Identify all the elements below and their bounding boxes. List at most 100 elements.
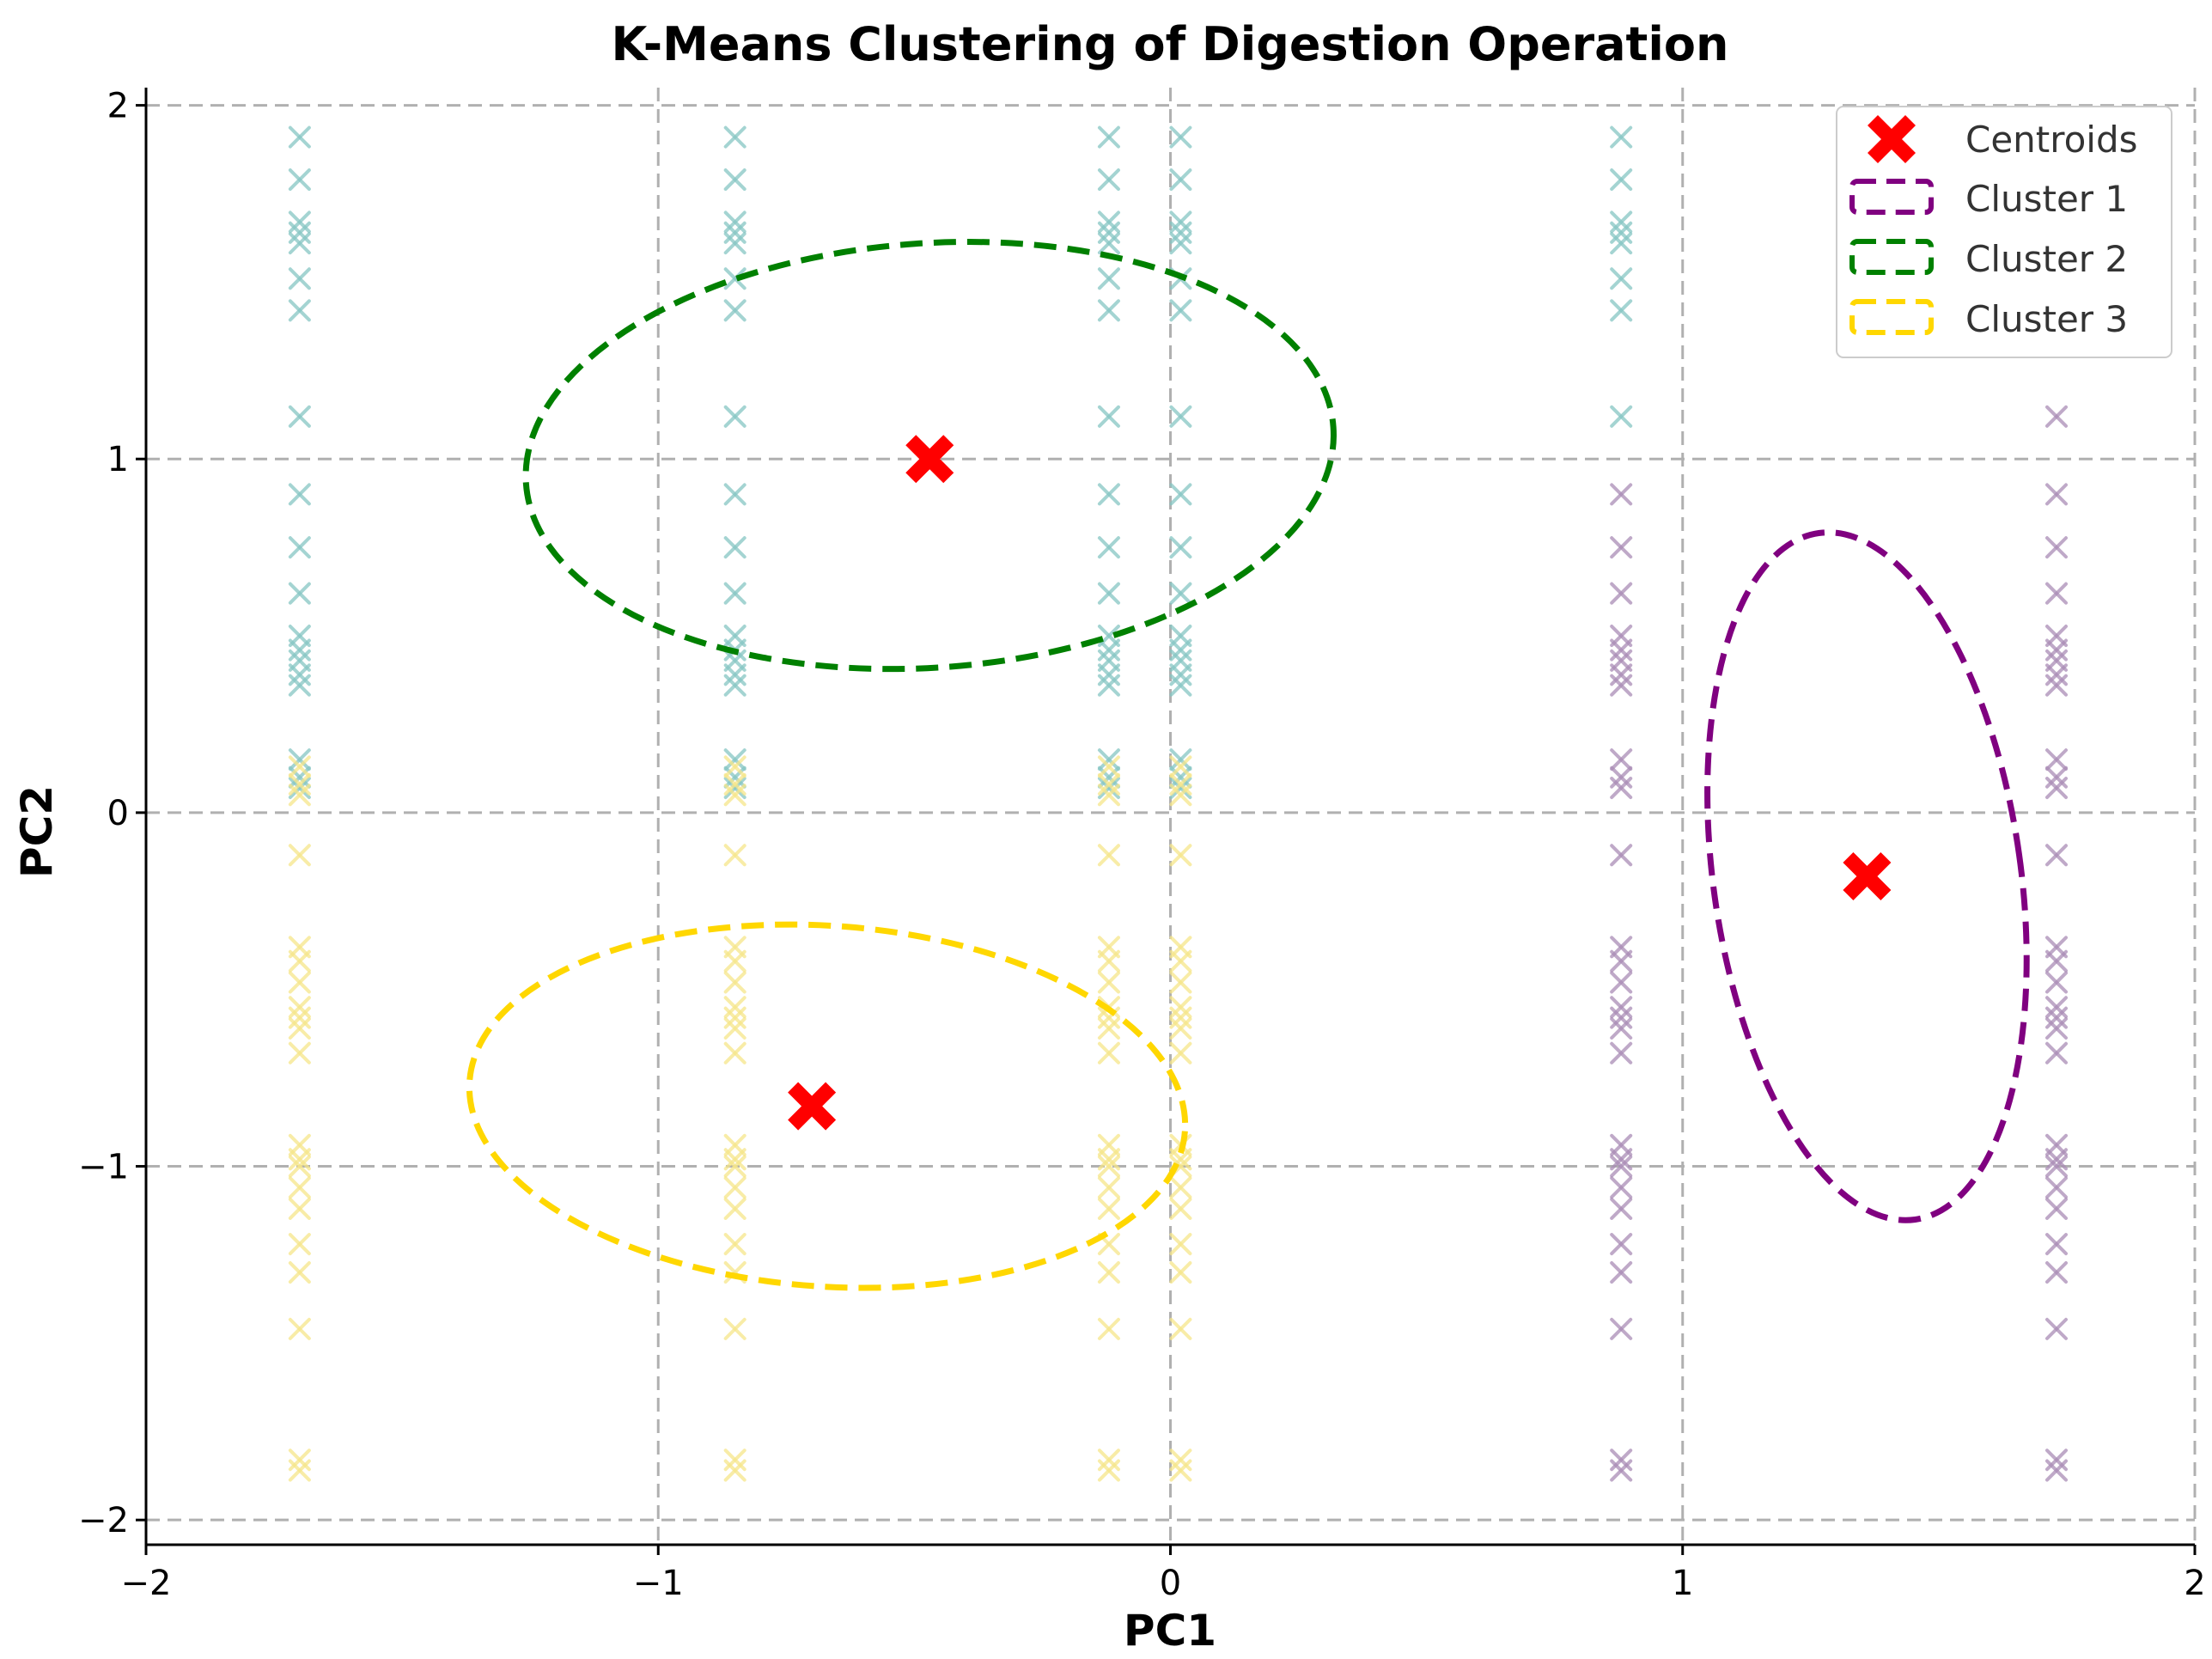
cluster-1-point <box>2045 844 2069 867</box>
cluster-3-point <box>288 784 311 807</box>
cluster-2-point <box>1097 663 1120 686</box>
cluster-1-point <box>1610 1449 1633 1472</box>
cluster-1-point <box>2045 1176 2069 1199</box>
cluster-2-point <box>1169 221 1192 244</box>
cluster-1-point <box>2045 996 2069 1019</box>
cluster-2-point <box>288 663 311 686</box>
cluster-1-point <box>1610 777 1633 800</box>
cluster-3-point <box>723 755 746 778</box>
cluster-3-point <box>1097 1317 1120 1340</box>
centroid-markers <box>788 435 1892 1131</box>
cluster-3-point <box>288 1041 311 1064</box>
cluster-2-point <box>1169 405 1192 428</box>
cluster-2-point <box>1169 483 1192 506</box>
cluster-1-point <box>2045 536 2069 559</box>
cluster-2-point <box>288 125 311 149</box>
cluster-2-point <box>723 663 746 686</box>
legend-label-cluster-3: Cluster 3 <box>1965 298 2128 340</box>
x-tick-label: −1 <box>633 1564 684 1603</box>
cluster-3-point <box>1169 971 1192 994</box>
cluster-1-point <box>1610 536 1633 559</box>
cluster-1-point <box>1610 638 1633 662</box>
centroid-marker <box>905 435 954 484</box>
cluster-1-point <box>2045 1261 2069 1284</box>
cluster-3-point <box>288 1176 311 1199</box>
legend-swatch-cluster-1 <box>1849 179 1934 215</box>
cluster-2-point <box>1610 232 1633 255</box>
cluster-2-point <box>723 777 746 800</box>
cluster-1-point <box>1610 1148 1633 1171</box>
cluster-3-point <box>723 1449 746 1472</box>
cluster-2-point <box>288 168 311 192</box>
cluster-1-point <box>2045 582 2069 605</box>
cluster-3-point <box>288 971 311 994</box>
cluster-2-point <box>1097 125 1120 149</box>
grid-lines <box>144 88 2197 1545</box>
cluster-2-point <box>723 168 746 192</box>
cluster-1-point <box>2045 1155 2069 1178</box>
cluster-2-point <box>1097 582 1120 605</box>
cluster-1-point <box>1610 582 1633 605</box>
cluster-3-point <box>1169 1317 1192 1340</box>
cluster-1-point <box>1610 748 1633 772</box>
y-axis-label: PC2 <box>12 785 62 878</box>
legend-label-cluster-1: Cluster 1 <box>1965 178 2128 220</box>
cluster-2-point <box>1097 777 1120 800</box>
cluster-1-point <box>1610 1459 1633 1482</box>
cluster-3-point <box>288 755 311 778</box>
cluster-3-point <box>1097 1041 1120 1064</box>
cluster-1-point <box>1610 483 1633 506</box>
cluster-1-point <box>2045 949 2069 973</box>
cluster-1-point <box>2045 405 2069 428</box>
cluster-3-point <box>288 996 311 1019</box>
y-tick-label: −1 <box>78 1148 129 1187</box>
cluster-1-point <box>2045 638 2069 662</box>
centroid-marker <box>788 1082 837 1131</box>
legend: Centroids Cluster 1 Cluster 2 Cluster 3 <box>1836 106 2172 358</box>
cluster-2-point <box>1169 125 1192 149</box>
cluster-3-point <box>1169 784 1192 807</box>
cluster-1-point <box>1610 1317 1633 1340</box>
cluster-3-point <box>1169 844 1192 867</box>
cluster-3-point <box>723 1016 746 1040</box>
cluster-2-point <box>288 221 311 244</box>
cluster-3-point <box>1169 949 1192 973</box>
y-tick-label: 1 <box>107 440 129 479</box>
cluster-3-point <box>1169 1449 1192 1472</box>
cluster-2-point <box>1097 638 1120 662</box>
cluster-3-point <box>723 1176 746 1199</box>
cluster-2-point <box>1169 232 1192 255</box>
cluster-1-point <box>2045 777 2069 800</box>
cluster-1-point <box>2045 483 2069 506</box>
cluster-2-point <box>288 536 311 559</box>
cluster-2-point <box>1097 748 1120 772</box>
cluster-2-point <box>1610 299 1633 322</box>
cluster-1-point <box>2045 1148 2069 1171</box>
cluster-2-point <box>1169 299 1192 322</box>
y-tick-label: 0 <box>107 794 129 833</box>
cluster-2-point <box>1610 405 1633 428</box>
cluster-2-point <box>723 674 746 697</box>
x-axis-label: PC1 <box>1124 1606 1216 1656</box>
cluster-2-point <box>1097 483 1120 506</box>
y-tick-label: −2 <box>78 1501 129 1540</box>
cluster-2-point <box>1169 777 1192 800</box>
cluster-2-point <box>723 748 746 772</box>
cluster-3-point <box>1097 971 1120 994</box>
cluster-3-point <box>288 1148 311 1171</box>
cluster-1-point <box>1610 765 1633 789</box>
cluster-2-point <box>288 405 311 428</box>
cluster-3-point <box>288 1459 311 1482</box>
cluster-3-point <box>1169 1233 1192 1256</box>
x-tick-label: −2 <box>121 1564 172 1603</box>
cluster-1-point <box>2045 1459 2069 1482</box>
legend-frame <box>1836 106 2172 358</box>
cluster-3-point <box>1169 1261 1192 1284</box>
legend-swatch-cluster-3 <box>1849 299 1934 335</box>
cluster-1-point <box>1610 1176 1633 1199</box>
cluster-1-point <box>1610 844 1633 867</box>
cluster-3-point <box>1169 755 1192 778</box>
cluster-3-point <box>288 1261 311 1284</box>
legend-centroid-x <box>1867 114 1916 164</box>
cluster-3-point <box>288 1317 311 1340</box>
